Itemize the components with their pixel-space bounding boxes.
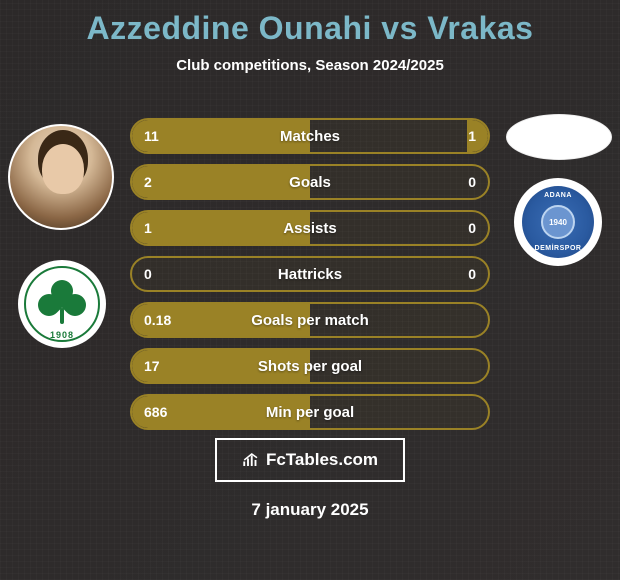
stat-left-value: 1 bbox=[144, 220, 152, 236]
club-right-badge: ADANA 1940 DEMİRSPOR bbox=[514, 178, 602, 266]
stat-label: Shots per goal bbox=[258, 358, 362, 375]
snapshot-date: 7 january 2025 bbox=[0, 500, 620, 520]
stats-container: 11 Matches 1 2 Goals 0 1 Assists 0 0 Hattricks 0 0.1… bbox=[130, 118, 490, 440]
stat-right-value: 0 bbox=[468, 220, 476, 236]
stat-right-value: 0 bbox=[468, 266, 476, 282]
club-right-name-bottom: DEMİRSPOR bbox=[522, 245, 594, 252]
shamrock-icon bbox=[38, 280, 86, 328]
stat-label: Assists bbox=[283, 220, 336, 237]
player-right-avatar bbox=[506, 114, 612, 160]
stat-left-value: 2 bbox=[144, 174, 152, 190]
stat-right-value: 0 bbox=[468, 174, 476, 190]
chart-icon bbox=[242, 451, 260, 469]
brand-box: FcTables.com bbox=[215, 438, 405, 482]
club-left-year: 1908 bbox=[20, 330, 104, 340]
stat-row: 0.18 Goals per match bbox=[130, 302, 490, 338]
stat-left-value: 0 bbox=[144, 266, 152, 282]
stat-row: 1 Assists 0 bbox=[130, 210, 490, 246]
stat-row: 11 Matches 1 bbox=[130, 118, 490, 154]
stat-left-value: 11 bbox=[144, 128, 159, 144]
stat-label: Hattricks bbox=[278, 266, 342, 283]
stat-row: 17 Shots per goal bbox=[130, 348, 490, 384]
club-right-name-top: ADANA bbox=[522, 192, 594, 199]
stat-row: 0 Hattricks 0 bbox=[130, 256, 490, 292]
player-left-avatar bbox=[8, 124, 114, 230]
stat-row: 686 Min per goal bbox=[130, 394, 490, 430]
stat-bar-left bbox=[132, 166, 310, 198]
comparison-title: Azzeddine Ounahi vs Vrakas bbox=[0, 0, 620, 47]
stat-label: Goals per match bbox=[251, 312, 369, 329]
stat-label: Goals bbox=[289, 174, 331, 191]
stat-label: Matches bbox=[280, 128, 340, 145]
stat-row: 2 Goals 0 bbox=[130, 164, 490, 200]
comparison-subtitle: Club competitions, Season 2024/2025 bbox=[0, 57, 620, 74]
stat-label: Min per goal bbox=[266, 404, 354, 421]
stat-left-value: 17 bbox=[144, 358, 160, 374]
club-right-core: 1940 bbox=[541, 205, 575, 239]
stat-left-value: 0.18 bbox=[144, 312, 171, 328]
stat-left-value: 686 bbox=[144, 404, 167, 420]
club-left-badge: 1908 bbox=[18, 260, 106, 348]
stat-right-value: 1 bbox=[468, 128, 476, 144]
brand-text: FcTables.com bbox=[266, 450, 378, 470]
